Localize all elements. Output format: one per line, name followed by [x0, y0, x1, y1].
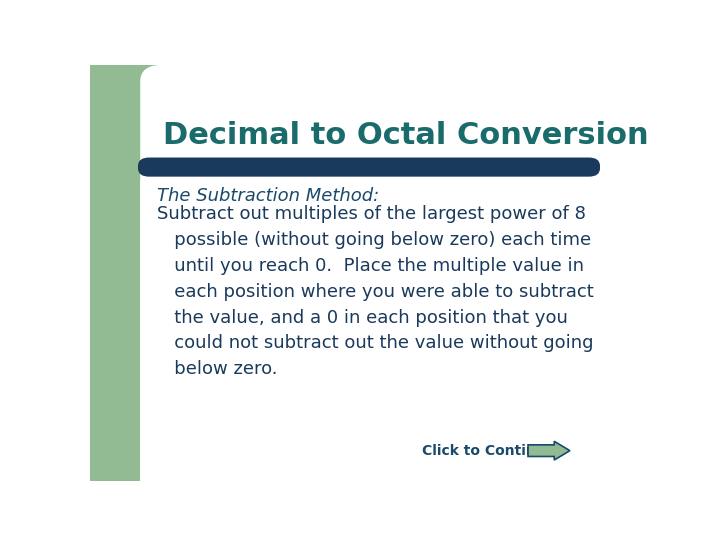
FancyArrow shape	[528, 441, 570, 460]
Text: each position where you were able to subtract: each position where you were able to sub…	[157, 283, 594, 301]
FancyBboxPatch shape	[140, 65, 648, 248]
Text: below zero.: below zero.	[157, 360, 277, 378]
FancyBboxPatch shape	[90, 65, 285, 181]
Text: The Subtraction Method:: The Subtraction Method:	[157, 187, 379, 205]
Text: Subtract out multiples of the largest power of 8: Subtract out multiples of the largest po…	[157, 206, 586, 224]
FancyBboxPatch shape	[140, 227, 648, 481]
FancyBboxPatch shape	[138, 158, 600, 177]
Text: Click to Continue: Click to Continue	[422, 444, 555, 458]
Text: until you reach 0.  Place the multiple value in: until you reach 0. Place the multiple va…	[157, 257, 584, 275]
FancyBboxPatch shape	[90, 65, 140, 481]
Text: the value, and a 0 in each position that you: the value, and a 0 in each position that…	[157, 308, 568, 327]
Text: Decimal to Octal Conversion: Decimal to Octal Conversion	[163, 121, 648, 150]
Text: could not subtract out the value without going: could not subtract out the value without…	[157, 334, 593, 353]
Text: possible (without going below zero) each time: possible (without going below zero) each…	[157, 231, 591, 249]
